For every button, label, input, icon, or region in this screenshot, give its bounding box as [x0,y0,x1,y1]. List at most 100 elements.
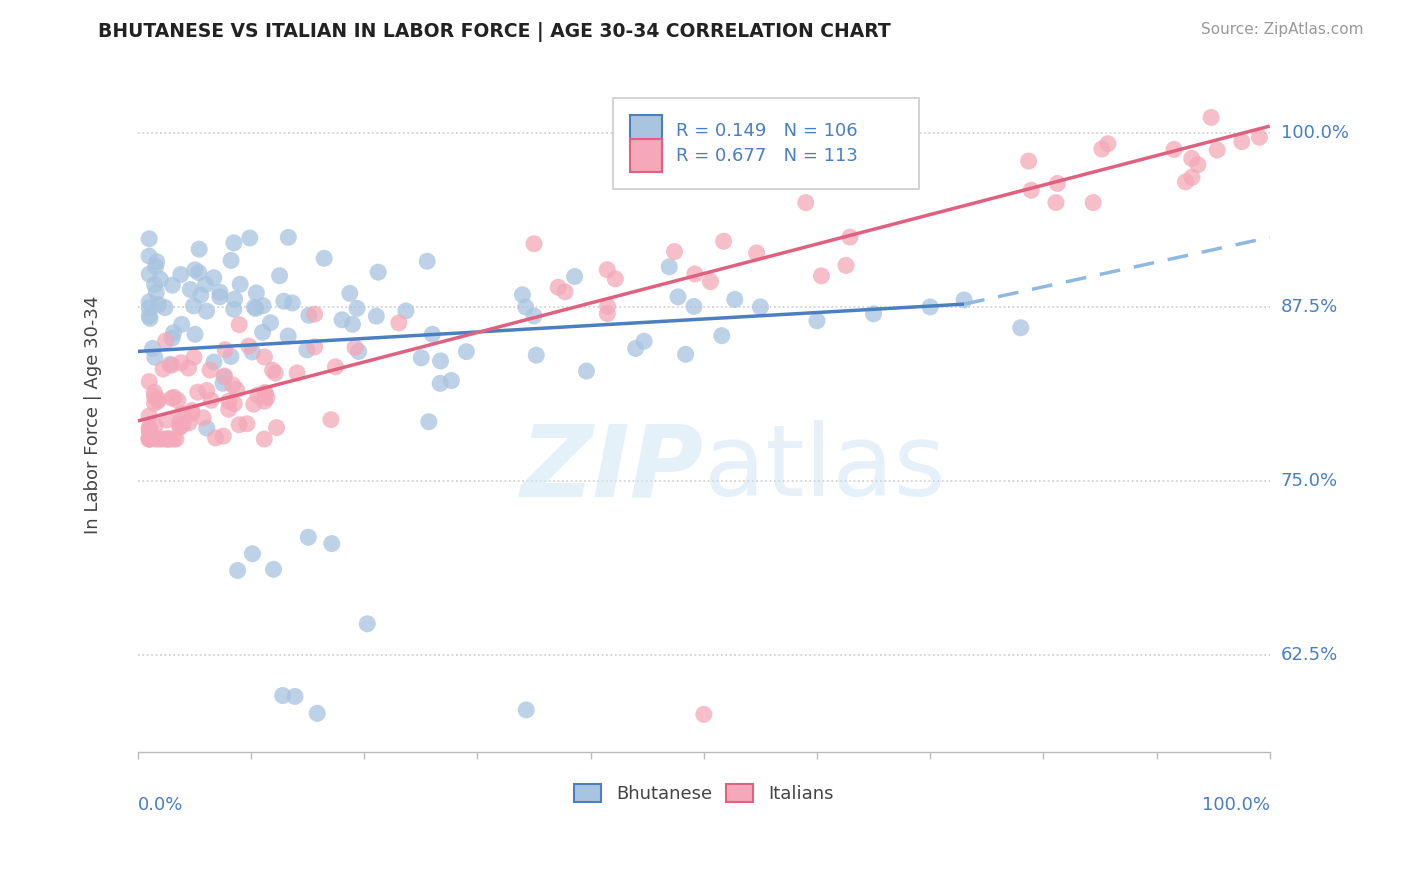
Point [148,432,170,446]
FancyBboxPatch shape [630,114,662,147]
Point [262,363,284,377]
Point [1230,135,1253,149]
Point [221,378,243,392]
Point [157,432,180,446]
Point [367,265,389,279]
Point [169,420,191,434]
Point [658,260,681,274]
Point [256,391,278,405]
FancyBboxPatch shape [630,139,662,172]
Text: 75.0%: 75.0% [1281,472,1339,490]
Point [225,383,247,397]
Text: R = 0.149   N = 106: R = 0.149 N = 106 [675,121,858,140]
Point [163,391,186,405]
Point [138,375,160,389]
Point [523,236,546,251]
Point [138,425,160,439]
Point [162,278,184,293]
Point [835,259,858,273]
Point [314,252,336,266]
Point [246,388,269,402]
Point [145,260,167,274]
Point [596,262,619,277]
Point [177,416,200,430]
Point [253,394,276,409]
Point [145,254,167,268]
Point [724,293,747,307]
Point [162,432,184,446]
Point [242,547,264,561]
Point [1046,177,1069,191]
Point [411,351,433,365]
Point [138,432,160,446]
Text: 62.5%: 62.5% [1281,646,1339,664]
Point [259,316,281,330]
Point [183,351,205,365]
Point [273,294,295,309]
Point [195,304,218,318]
Point [229,277,252,292]
Point [193,410,215,425]
Point [1083,195,1105,210]
FancyBboxPatch shape [613,98,920,189]
Point [208,290,231,304]
Point [953,293,976,307]
Point [675,347,697,361]
Point [170,407,193,421]
Point [281,296,304,310]
Point [188,242,211,256]
Point [167,393,190,408]
Text: 100.0%: 100.0% [1202,796,1270,814]
Point [304,307,326,321]
Point [160,331,183,345]
Point [523,309,546,323]
Point [321,536,343,550]
Point [330,312,353,326]
Point [277,230,299,244]
Point [228,417,250,432]
Point [298,309,321,323]
Point [208,285,231,300]
Point [179,283,201,297]
Point [138,432,160,446]
Point [224,397,246,411]
Point [524,348,547,362]
Point [148,392,170,407]
Point [200,393,222,408]
Point [202,270,225,285]
Point [810,268,832,283]
Point [295,343,318,357]
Point [138,409,160,423]
Point [749,300,772,314]
Point [245,285,267,300]
Point [319,412,342,426]
Point [564,269,586,284]
Point [145,432,167,446]
Text: In Labor Force | Age 30-34: In Labor Force | Age 30-34 [83,295,101,534]
Point [138,232,160,246]
Point [547,280,569,294]
Point [242,397,264,411]
Point [138,432,160,446]
Point [138,420,160,434]
Point [222,302,245,317]
Point [212,429,235,443]
Point [143,418,166,433]
Point [633,334,655,349]
Point [429,376,451,391]
Point [266,420,288,434]
Point [156,432,179,446]
Point [159,357,181,371]
Point [226,564,249,578]
Point [160,391,183,405]
Point [155,432,177,446]
Point [183,299,205,313]
Point [325,359,347,374]
Point [198,363,221,377]
Point [806,314,828,328]
Point [138,431,160,445]
Point [284,690,307,704]
Text: R = 0.677   N = 113: R = 0.677 N = 113 [675,146,858,165]
Point [1181,152,1204,166]
Point [254,386,277,401]
